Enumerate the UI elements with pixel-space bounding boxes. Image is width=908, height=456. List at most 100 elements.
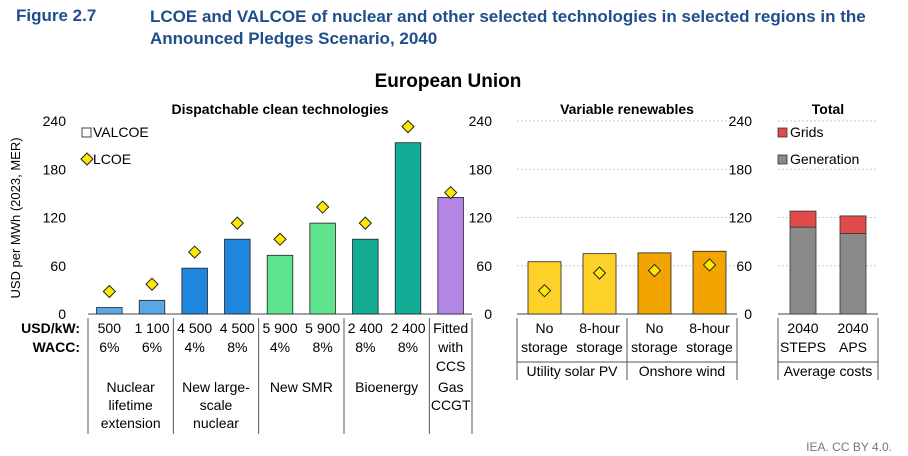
- bar-category-label: 2040: [787, 320, 818, 336]
- y-axis-label: USD per MWh (2023, MER): [8, 137, 23, 298]
- y-tick-label: 60: [50, 258, 66, 274]
- bar-valcoe: [266, 254, 294, 315]
- group-label: lifetime: [108, 397, 153, 413]
- marker-lcoe: [273, 232, 287, 246]
- legend-generation-swatch: [777, 154, 788, 165]
- bar-extra-label: CCS: [436, 358, 466, 374]
- y-tick-label: 180: [469, 161, 493, 177]
- bar-category-label: No: [536, 320, 554, 336]
- bar-wacc-label: 6%: [142, 339, 162, 355]
- legend-grids-swatch: [777, 127, 788, 138]
- bar-generation: [789, 226, 817, 315]
- legend-valcoe-swatch: [81, 127, 92, 138]
- marker-lcoe: [358, 216, 373, 230]
- bar-valcoe: [582, 253, 617, 315]
- bar-wacc-label: 8%: [355, 339, 375, 355]
- legend-valcoe-label: VALCOE: [93, 124, 149, 140]
- bar-category-label: storage: [576, 339, 623, 355]
- bar-category-label: 8-hour: [689, 320, 730, 336]
- bar-category-label: storage: [631, 339, 678, 355]
- group-label: Onshore wind: [639, 363, 725, 379]
- marker-lcoe: [315, 200, 330, 214]
- marker-lcoe: [187, 245, 202, 259]
- y-tick-label: 120: [43, 210, 67, 226]
- group-label: extension: [101, 415, 161, 431]
- bar-cost-label: 500: [98, 320, 122, 336]
- legend-grids-label: Grids: [790, 124, 823, 140]
- bar-cost-label: 5 900: [262, 320, 297, 336]
- y-tick-label: 0: [744, 306, 752, 322]
- marker-lcoe: [537, 283, 552, 298]
- group-label: nuclear: [193, 415, 239, 431]
- legend-lcoe-label: LCOE: [93, 151, 131, 167]
- chart-title: European Union: [375, 71, 522, 92]
- y-tick-label: 0: [484, 306, 492, 322]
- bar-cost-label: 2 400: [390, 320, 425, 336]
- row-label-cost: USD/kW:: [21, 320, 80, 336]
- bar-cost-label: 4 500: [177, 320, 212, 336]
- marker-lcoe: [230, 216, 245, 230]
- panel-title-1: Variable renewables: [560, 101, 694, 117]
- y-tick-label: 120: [469, 210, 493, 226]
- marker-lcoe: [102, 284, 117, 299]
- bar-valcoe: [352, 238, 379, 315]
- bar-category-label: STEPS: [780, 339, 826, 355]
- bar-cost-label: 4 500: [220, 320, 255, 336]
- bar-wacc-label: 8%: [227, 339, 247, 355]
- bar-cost-label: 2 400: [348, 320, 383, 336]
- marker-lcoe: [702, 258, 717, 272]
- figure-number: Figure 2.7: [16, 6, 97, 25]
- bar-valcoe: [181, 267, 208, 315]
- legend-lcoe-swatch: [80, 152, 94, 166]
- bar-wacc-label: with: [437, 339, 463, 355]
- group-label: Average costs: [784, 363, 872, 379]
- bar-generation: [839, 233, 867, 315]
- panel-title-2: Total: [812, 101, 844, 117]
- y-tick-label: 60: [476, 258, 492, 274]
- marker-lcoe: [443, 185, 458, 200]
- y-tick-label: 60: [736, 258, 752, 274]
- group-label: Utility solar PV: [526, 363, 618, 379]
- credit-line: IEA. CC BY 4.0.: [806, 440, 892, 454]
- bar-category-label: storage: [521, 339, 568, 355]
- bar-valcoe: [309, 222, 336, 315]
- y-tick-label: 0: [58, 306, 66, 322]
- marker-lcoe: [401, 119, 415, 134]
- bar-wacc-label: 4%: [185, 339, 205, 355]
- bar-wacc-label: 6%: [99, 339, 119, 355]
- bar-valcoe: [637, 252, 672, 315]
- panel-title-0: Dispatchable clean technologies: [171, 101, 388, 117]
- marker-lcoe: [145, 277, 159, 291]
- bar-category-label: No: [646, 320, 664, 336]
- bar-category-label: 8-hour: [579, 320, 620, 336]
- bar-valcoe: [138, 299, 166, 315]
- bar-category-label: APS: [839, 339, 867, 355]
- group-label: Gas: [438, 379, 464, 395]
- bar-valcoe: [224, 238, 251, 315]
- bar-wacc-label: 8%: [398, 339, 418, 355]
- y-tick-label: 120: [729, 210, 753, 226]
- bar-category-label: storage: [686, 339, 733, 355]
- y-tick-label: 180: [729, 161, 753, 177]
- bar-valcoe: [437, 196, 464, 315]
- y-tick-label: 180: [43, 161, 67, 177]
- group-label: scale: [200, 397, 233, 413]
- y-tick-label: 240: [469, 113, 493, 129]
- bar-cost-label: 5 900: [305, 320, 340, 336]
- group-label: New large-: [182, 379, 250, 395]
- figure-title: LCOE and VALCOE of nuclear and other sel…: [150, 7, 866, 48]
- bar-cost-label: Fitted: [433, 320, 468, 336]
- group-label: Nuclear: [107, 379, 156, 395]
- group-label: New SMR: [270, 379, 333, 395]
- bar-valcoe: [394, 142, 422, 315]
- bar-wacc-label: 8%: [313, 339, 333, 355]
- group-label: Bioenergy: [355, 379, 418, 395]
- bar-wacc-label: 4%: [270, 339, 290, 355]
- bar-category-label: 2040: [837, 320, 868, 336]
- bar-valcoe: [96, 307, 123, 315]
- marker-lcoe: [647, 263, 662, 278]
- bar-grids: [839, 215, 867, 234]
- bar-grids: [789, 210, 817, 228]
- legend-generation-label: Generation: [790, 151, 859, 167]
- bar-cost-label: 1 100: [134, 320, 169, 336]
